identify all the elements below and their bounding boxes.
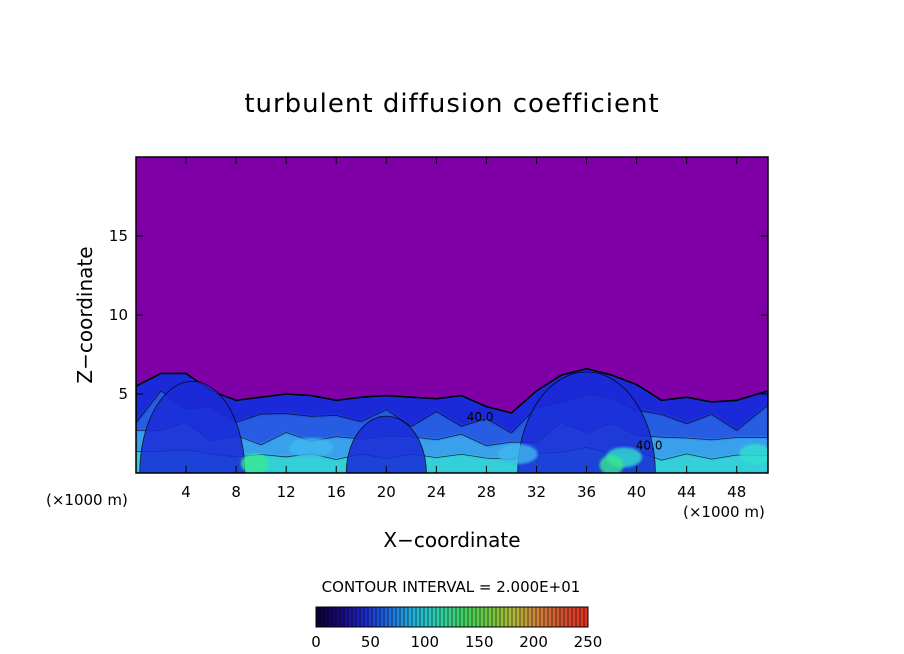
x-tick-label: 4 (181, 483, 191, 501)
colorbar-tick-label: 150 (465, 633, 494, 651)
x-tick-label: 48 (727, 483, 746, 501)
y-tick-label: 10 (109, 306, 128, 324)
contour-label: 40.0 (467, 410, 494, 424)
plume-6 (599, 455, 624, 473)
x-axis-label: X−coordinate (383, 528, 520, 552)
plume-5 (240, 453, 269, 473)
x-tick-label: 40 (627, 483, 646, 501)
colorbar-tick-label: 50 (361, 633, 380, 651)
colorbar: 0 50 100 150 200 250 (311, 606, 602, 651)
chart-title: turbulent diffusion coefficient (244, 89, 659, 119)
colorbar-stripes (319, 607, 585, 627)
x-tick-label: 36 (577, 483, 596, 501)
contour-label: 40.0 (636, 438, 663, 452)
x-tick-label: 32 (527, 483, 546, 501)
diffusion-field (136, 367, 768, 473)
colorbar-tick-label: 0 (311, 633, 321, 651)
contour-labels: 40.0 40.0 (467, 410, 663, 452)
boundary-layer-contour (136, 367, 768, 473)
plume-2 (497, 444, 538, 465)
x-tick-label: 20 (377, 483, 396, 501)
x-axis-unit-left: (×1000 m) (46, 491, 128, 509)
x-tick-label: 24 (427, 483, 446, 501)
colorbar-tick-label: 100 (410, 633, 439, 651)
contour-interval-label: CONTOUR INTERVAL = 2.000E+01 (322, 578, 581, 596)
x-tick-label: 44 (677, 483, 696, 501)
x-tick-label: 8 (231, 483, 241, 501)
colorbar-frame (315, 606, 589, 628)
x-axis-ticks: 4 8 12 16 20 24 28 32 36 40 44 48 (181, 157, 746, 501)
colorbar-tick-label: 200 (519, 633, 548, 651)
colorbar-tick-label: 250 (574, 633, 603, 651)
y-tick-label: 15 (109, 227, 128, 245)
x-axis-unit-right: (×1000 m) (683, 503, 765, 521)
x-tick-label: 16 (327, 483, 346, 501)
y-axis-ticks: 5 10 15 (109, 227, 768, 403)
x-tick-label: 28 (477, 483, 496, 501)
plume-4 (739, 444, 768, 465)
y-axis-label: Z−coordinate (73, 246, 97, 383)
plume-1 (289, 437, 334, 458)
y-tick-label: 5 (118, 385, 128, 403)
colorbar-ticks: 0 50 100 150 200 250 (311, 633, 602, 651)
x-tick-label: 12 (277, 483, 296, 501)
